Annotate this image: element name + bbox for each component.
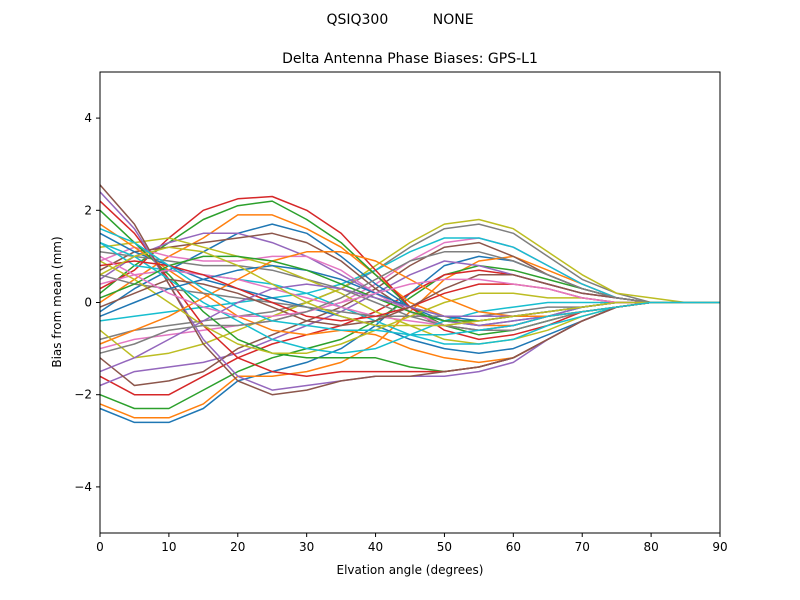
x-tick-label: 0 [96,540,104,554]
y-axis: −4 −2 0 2 4 [74,111,100,494]
series-line-19 [99,237,720,345]
series-line-9 [99,218,720,359]
series-line-24 [99,200,720,378]
y-tick-label: −4 [74,480,92,494]
plot-lines [99,184,720,424]
y-tick-label: 0 [84,296,92,310]
x-tick-label: 40 [368,540,383,554]
x-axis-label: Elvation angle (degrees) [337,563,484,577]
x-tick-label: 50 [437,540,452,554]
x-tick-label: 80 [643,540,658,554]
x-tick-label: 90 [712,540,727,554]
x-axis: 0 10 20 30 40 50 60 70 80 90 [96,533,728,554]
series-line-25 [99,191,720,391]
series-line-2 [99,255,720,419]
x-tick-label: 20 [230,540,245,554]
x-tick-label: 10 [161,540,176,554]
x-tick-label: 70 [575,540,590,554]
series-line-38 [99,251,720,354]
chart-title: Delta Antenna Phase Biases: GPS-L1 [282,51,538,67]
y-tick-label: 2 [84,203,92,217]
y-axis-label: Bias from mean (mm) [50,236,64,367]
series-line-39 [99,246,720,327]
x-tick-label: 30 [299,540,314,554]
series-line-13 [99,200,720,336]
x-tick-label: 60 [506,540,521,554]
series-line-40 [99,228,720,336]
y-tick-label: 4 [84,111,92,125]
y-tick-label: −2 [74,388,92,402]
figure-suptitle: QSIQ300 NONE [326,12,473,28]
